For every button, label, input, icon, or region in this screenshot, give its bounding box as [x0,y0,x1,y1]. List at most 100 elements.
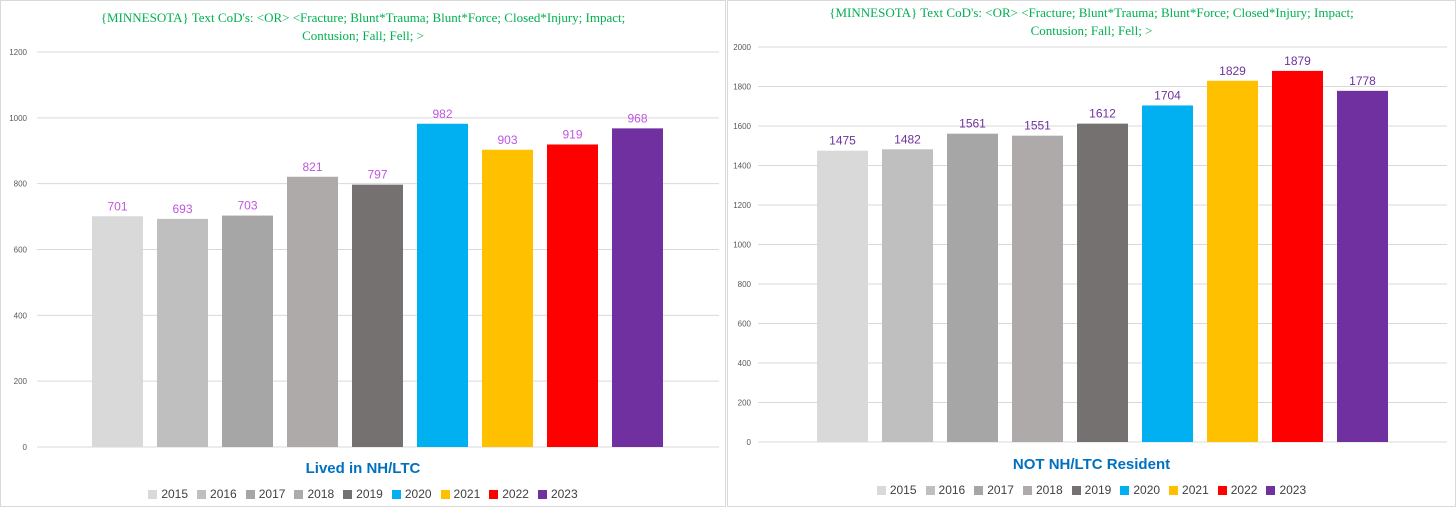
data-label-2022: 1879 [1284,54,1311,68]
data-label-2020: 982 [432,107,452,121]
legend-swatch [537,489,547,499]
data-label-2021: 1829 [1219,64,1246,78]
legend-item-2017: 2017 [245,487,286,501]
legend-label: 2018 [1035,483,1063,497]
legend-item-2022: 2022 [1217,483,1258,497]
bar-2019 [352,184,403,447]
data-label-2023: 968 [627,111,647,125]
bar-2017 [222,215,273,447]
legend-label: 2019 [1084,483,1112,497]
legend-label: 2023 [1279,483,1307,497]
legend-swatch [925,485,935,495]
data-label-2017: 1561 [959,117,986,131]
data-label-2019: 1612 [1089,107,1116,121]
legend-swatch [1071,485,1081,495]
y-tick-label: 800 [738,280,752,289]
data-label-2021: 903 [497,133,517,147]
y-tick-label: 2000 [733,43,751,52]
data-label-2015: 701 [107,199,127,213]
bar-2023 [1337,90,1388,442]
legend-label: 2022 [502,487,529,501]
legend-item-2023: 2023 [1266,483,1306,497]
data-label-2022: 919 [562,127,582,141]
y-tick-label: 1400 [733,162,751,171]
legend-item-2021: 2021 [1169,483,1209,497]
legend-item-2020: 2020 [391,487,432,501]
legend-label: 2021 [1182,483,1209,497]
legend-swatch [1266,485,1276,495]
chart-subtitle: NOT NH/LTC Resident [1012,456,1171,473]
legend-item-2022: 2022 [489,487,529,501]
legend-swatch [1169,485,1179,495]
legend-item-2020: 2020 [1120,483,1160,497]
y-tick-label: 1200 [733,201,751,210]
bar-2015 [817,150,868,442]
y-tick-label: 800 [14,180,28,189]
y-tick-label: 1800 [733,83,751,92]
legend-swatch [1022,485,1032,495]
legend-swatch [391,489,401,499]
bar-2016 [882,149,933,442]
chart-title-line: Contusion; Fall; Fell; > [302,28,424,43]
bar-2019 [1077,123,1128,442]
legend-label: 2021 [453,487,481,501]
chart-subtitle: Lived in NH/LTC [305,460,421,477]
legend-item-2018: 2018 [294,487,334,501]
bar-2017 [947,133,998,442]
chart-title-line: {MINNESOTA} Text CoD's: <OR> <Fracture; … [829,5,1354,20]
y-tick-label: 400 [14,311,28,320]
chart-legend: 2015 2016 2017 2018 2019 2020 2021 2022 2023 [1,487,725,501]
legend-swatch [489,489,499,499]
bar-2022 [1272,70,1323,443]
y-tick-label: 200 [738,399,752,408]
bar-2018 [287,176,338,448]
legend-label: 2017 [258,487,286,501]
y-tick-label: 400 [738,359,752,368]
y-tick-label: 0 [747,438,752,447]
legend-item-2021: 2021 [440,487,481,501]
legend-swatch [1217,485,1227,495]
data-label-2019: 797 [367,168,387,182]
data-label-2018: 1551 [1024,119,1051,133]
legend-swatch [876,485,886,495]
chart-title-line: {MINNESOTA} Text CoD's: <OR> <Fracture; … [100,10,626,25]
legend-label: 2018 [307,487,335,501]
legend-label: 2020 [1133,483,1161,497]
bar-2021 [482,149,533,447]
legend-label: 2016 [210,487,237,501]
chart-panel-nh-ltc: {MINNESOTA} Text CoD's: <OR> <Fracture; … [0,0,726,507]
data-label-2016: 693 [172,202,192,216]
y-tick-label: 1000 [733,241,751,250]
legend-swatch [974,485,984,495]
data-label-2016: 1482 [894,132,921,146]
legend-swatch [343,489,353,499]
legend-swatch [245,489,255,499]
legend-swatch [294,489,304,499]
bar-2018 [1012,135,1063,443]
data-label-2020: 1704 [1154,88,1181,102]
legend-item-2018: 2018 [1022,483,1063,497]
y-tick-label: 600 [738,320,752,329]
data-label-2015: 1475 [829,134,856,148]
bar-chart-not-nh-ltc: 0 200 400 600 800 1000 1200 1400 1600 1800 2000 147… [733,43,1447,447]
data-label-2023: 1778 [1349,74,1376,88]
data-label-2018: 821 [302,160,322,174]
legend-label: 2015 [161,487,189,501]
legend-label: 2022 [1230,483,1258,497]
y-tick-label: 1200 [9,48,27,57]
y-tick-label: 0 [23,443,28,452]
legend-label: 2017 [987,483,1014,497]
bar-2020 [417,123,468,447]
legend-item-2015: 2015 [876,483,917,497]
chart-title-line: Contusion; Fall; Fell; > [1030,23,1153,38]
chart-legend: 2015 2016 2017 2018 2019 2020 2021 2022 2023 [728,483,1455,497]
bar-2016 [157,218,208,447]
legend-swatch [197,489,207,499]
chart-panel-not-nh-ltc: {MINNESOTA} Text CoD's: <OR> <Fracture; … [727,0,1456,507]
y-tick-label: 1600 [733,122,751,131]
bar-chart-nh-ltc: 0 200 400 600 800 1000 1200 701 693 703 821 797 982 9… [9,48,719,452]
legend-item-2015: 2015 [148,487,188,501]
legend-swatch [148,489,158,499]
legend-item-2017: 2017 [974,483,1014,497]
chart-title: {MINNESOTA} Text CoD's: <OR> <Fracture; … [1,9,725,45]
